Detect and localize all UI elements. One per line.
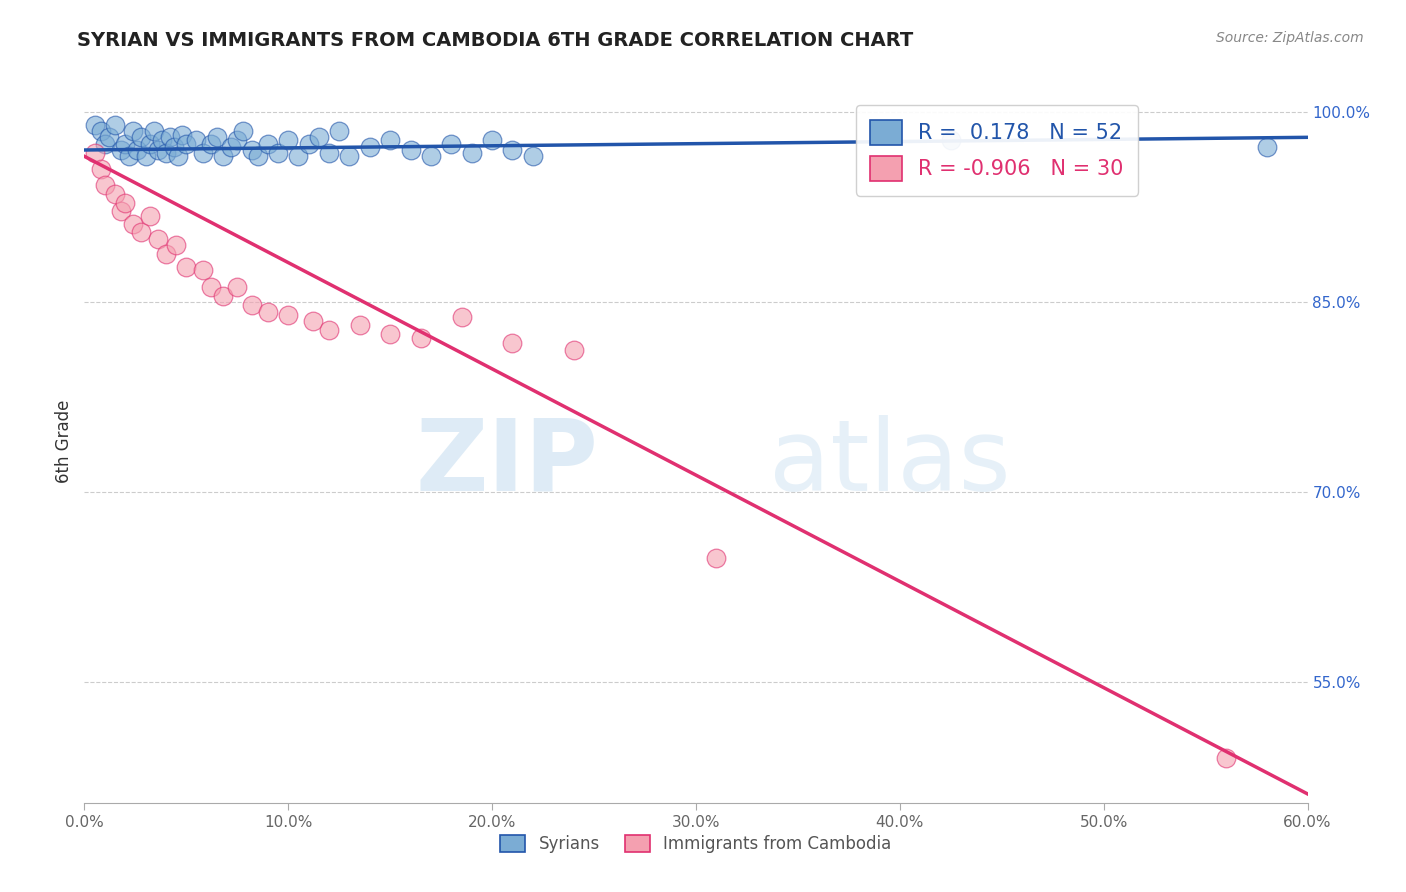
Point bbox=[267, 145, 290, 160]
Point bbox=[1215, 751, 1237, 765]
Point bbox=[114, 136, 136, 151]
Point bbox=[127, 143, 149, 157]
Point bbox=[83, 118, 105, 132]
Point bbox=[359, 140, 381, 154]
Point bbox=[93, 178, 115, 193]
Point bbox=[339, 149, 361, 163]
Point bbox=[167, 149, 190, 163]
Point bbox=[104, 118, 127, 132]
Point bbox=[110, 203, 132, 218]
Point bbox=[308, 130, 330, 145]
Point bbox=[232, 124, 254, 138]
Point bbox=[174, 136, 197, 151]
Point bbox=[226, 280, 249, 294]
Point bbox=[200, 280, 222, 294]
Point bbox=[90, 161, 112, 176]
Point bbox=[122, 124, 145, 138]
Text: atlas: atlas bbox=[769, 415, 1011, 512]
Point bbox=[257, 305, 280, 319]
Point bbox=[90, 124, 112, 138]
Point bbox=[131, 130, 153, 145]
Point bbox=[146, 143, 169, 157]
Point bbox=[191, 263, 214, 277]
Point bbox=[219, 140, 242, 154]
Point bbox=[131, 226, 153, 240]
Point bbox=[287, 149, 309, 163]
Point bbox=[122, 217, 145, 231]
Point bbox=[114, 196, 136, 211]
Point bbox=[277, 308, 299, 322]
Point bbox=[104, 187, 127, 202]
Point bbox=[706, 551, 728, 566]
Text: ZIP: ZIP bbox=[415, 415, 598, 512]
Point bbox=[481, 133, 503, 147]
Point bbox=[212, 289, 235, 303]
Point bbox=[1256, 140, 1278, 154]
Point bbox=[420, 149, 443, 163]
Point bbox=[186, 133, 208, 147]
Point bbox=[277, 133, 299, 147]
Text: Source: ZipAtlas.com: Source: ZipAtlas.com bbox=[1216, 31, 1364, 45]
Point bbox=[522, 149, 544, 163]
Point bbox=[380, 133, 402, 147]
Point bbox=[328, 124, 350, 138]
Point bbox=[135, 149, 157, 163]
Point bbox=[150, 133, 173, 147]
Point bbox=[399, 143, 422, 157]
Point bbox=[110, 143, 132, 157]
Point bbox=[191, 145, 214, 160]
Point bbox=[240, 143, 263, 157]
Point bbox=[349, 318, 371, 332]
Point bbox=[205, 130, 228, 145]
Point bbox=[165, 238, 187, 252]
Point bbox=[502, 143, 524, 157]
Point bbox=[380, 326, 402, 341]
Point bbox=[440, 136, 463, 151]
Point bbox=[200, 136, 222, 151]
Point bbox=[461, 145, 484, 160]
Point bbox=[502, 335, 524, 350]
Point bbox=[318, 145, 340, 160]
Point bbox=[97, 130, 120, 145]
Point bbox=[298, 136, 321, 151]
Point bbox=[146, 232, 169, 246]
Point bbox=[409, 330, 432, 344]
Text: SYRIAN VS IMMIGRANTS FROM CAMBODIA 6TH GRADE CORRELATION CHART: SYRIAN VS IMMIGRANTS FROM CAMBODIA 6TH G… bbox=[77, 31, 914, 50]
Point bbox=[172, 128, 194, 142]
Point bbox=[142, 124, 165, 138]
Legend: Syrians, Immigrants from Cambodia: Syrians, Immigrants from Cambodia bbox=[494, 828, 898, 860]
Point bbox=[174, 260, 197, 274]
Point bbox=[155, 247, 177, 261]
Point bbox=[301, 314, 323, 328]
Point bbox=[138, 136, 160, 151]
Point bbox=[939, 133, 962, 147]
Point bbox=[257, 136, 280, 151]
Point bbox=[240, 298, 263, 312]
Y-axis label: 6th Grade: 6th Grade bbox=[55, 400, 73, 483]
Point bbox=[138, 209, 160, 223]
Point bbox=[83, 145, 105, 160]
Point bbox=[212, 149, 235, 163]
Point bbox=[118, 149, 141, 163]
Point bbox=[246, 149, 269, 163]
Point bbox=[562, 343, 585, 358]
Point bbox=[226, 133, 249, 147]
Point bbox=[93, 136, 115, 151]
Point bbox=[159, 130, 181, 145]
Point bbox=[155, 145, 177, 160]
Point bbox=[163, 140, 186, 154]
Point bbox=[318, 323, 340, 337]
Point bbox=[450, 310, 472, 325]
